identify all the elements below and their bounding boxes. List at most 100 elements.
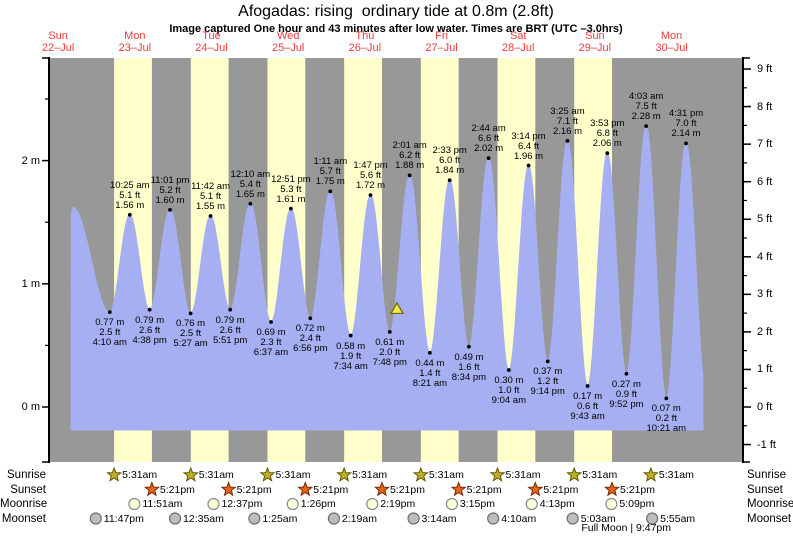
tide-extreme-dot	[624, 371, 629, 376]
tide-label-line: 9:52 pm	[609, 398, 644, 410]
tide-label-line: 6.8 ft	[596, 128, 618, 140]
tide-extreme-dot	[248, 201, 253, 206]
tide-high-label: 2:44 am 6.6 ft 2.02 m	[471, 124, 505, 154]
ft-axis-label: 1 ft	[757, 363, 773, 376]
day-label-line: Thu	[355, 30, 375, 42]
moonset-icon	[487, 512, 500, 525]
almanac-left-label-sunset: Sunset	[10, 483, 46, 496]
day-label-line: Mon	[660, 30, 683, 42]
sunset-icon	[450, 481, 467, 497]
tide-label-line: 1.75 m	[315, 176, 345, 188]
ft-axis-label: 7 ft	[757, 138, 773, 151]
tide-label-line: 0.61 m	[375, 336, 405, 348]
tide-extreme-dot	[565, 138, 570, 143]
tide-label-line: 3:14 pm	[511, 130, 546, 142]
day-label-line: 28–Jul	[502, 42, 535, 54]
day-label-line: Mon	[124, 30, 146, 42]
tide-label-line: 5.1 ft	[199, 191, 222, 203]
tide-high-label: 1:47 pm 5.6 ft 1.72 m	[353, 161, 387, 191]
day-label-line: 29–Jul	[578, 42, 612, 54]
tide-extreme-dot	[168, 207, 172, 212]
tide-low-label: 0.49 m 1.6 ft 8:34 pm	[452, 351, 486, 383]
tide-label-line: 1.0 ft	[498, 385, 520, 397]
day-label-line: Sat	[509, 30, 527, 42]
moonset-time: 12:35am	[183, 512, 224, 525]
tide-label-line: 0.37 m	[533, 366, 563, 378]
moonrise-time: 3:15pm	[459, 498, 495, 510]
tide-low-label: 0.30 m 1.0 ft 9:04 am	[492, 376, 526, 406]
tide-label-line: 2:01 am	[392, 140, 427, 152]
tide-label-line: 0.17 m	[573, 391, 603, 403]
tide-label-line: 6.4 ft	[517, 140, 540, 152]
tide-label-line: 2.28 m	[631, 111, 661, 123]
tide-low-label: 0.79 m 2.6 ft 4:38 pm	[132, 315, 166, 346]
tide-high-label: 3:25 am 7.1 ft 2.16 m	[550, 106, 584, 137]
tide-label-line: 2.0 ft	[379, 346, 401, 358]
tide-label-line: 2:33 pm	[432, 145, 467, 157]
moonrise-time: 12:37pm	[221, 498, 263, 510]
tide-label-line: 11:42 am	[191, 181, 230, 193]
tide-extreme-dot	[427, 350, 432, 355]
tide-label-line: 5:51 pm	[213, 334, 248, 346]
tide-low-label: 0.37 m 1.2 ft 9:14 pm	[531, 367, 565, 397]
tide-label-line: 1.60 m	[155, 194, 185, 206]
tide-label-line: 3:53 pm	[590, 118, 625, 130]
tide-label-line: 1.56 m	[115, 199, 145, 211]
sunrise-time: 5:31am	[582, 469, 618, 481]
almanac-left-label-sunrise: Sunrise	[7, 469, 46, 481]
moonrise-icon	[207, 497, 220, 511]
day-label-line: 25–Jul	[271, 42, 305, 54]
tide-label-line: 1.72 m	[356, 180, 386, 192]
almanac-right-label-sunrise: Sunrise	[747, 469, 786, 481]
tide-low-label: 0.07 m 0.2 ft 10:21 am	[646, 404, 686, 434]
tide-label-line: 2.16 m	[552, 125, 582, 137]
tide-label-line: 0.9 ft	[615, 388, 637, 400]
almanac-left-label-moonrise: Moonrise	[0, 498, 48, 510]
moonset-icon	[248, 512, 261, 525]
current-level-marker-icon	[389, 301, 405, 315]
tide-extreme-dot	[684, 141, 688, 146]
day-label-line: 27–Jul	[425, 42, 458, 54]
tide-label-line: 0.30 m	[494, 375, 524, 387]
day-label: Sun 29–Jul	[579, 30, 611, 54]
moonset-icon	[168, 512, 182, 525]
tide-label-line: 2.06 m	[592, 138, 622, 150]
moonset-icon	[566, 512, 579, 525]
chart-title: Afogadas: rising ordinary tide at 0.8m (…	[238, 3, 554, 20]
sunset-icon	[297, 481, 314, 497]
tide-high-label: 3:53 pm 6.8 ft 2.06 m	[590, 119, 624, 149]
tide-extreme-dot	[585, 384, 590, 388]
tide-label-line: 0.27 m	[611, 378, 641, 390]
sunset-icon	[373, 481, 390, 497]
sunrise-time: 5:31am	[122, 469, 158, 481]
moonrise-time: 1:26pm	[300, 498, 336, 510]
tide-label-line: 2.5 ft	[99, 327, 121, 339]
tide-extreme-dot	[288, 206, 293, 211]
tide-label-line: 6:37 am	[253, 346, 289, 358]
ft-axis-label: -1 ft	[757, 438, 776, 451]
tide-extreme-dot	[147, 307, 152, 312]
ft-axis-label: 2 ft	[757, 325, 773, 338]
tide-extreme-dot	[526, 163, 531, 168]
m-axis-label: 1 m	[21, 277, 40, 290]
tide-label-line: 7:34 am	[333, 360, 368, 372]
tide-high-label: 4:31 pm 7.0 ft 2.14 m	[669, 109, 703, 139]
tide-extreme-dot	[328, 189, 333, 194]
sunrise-icon	[412, 466, 429, 482]
tide-label-line: 0.49 m	[454, 351, 484, 363]
tide-label-line: 6:56 pm	[293, 343, 328, 355]
day-label-line: 26–Jul	[348, 42, 382, 54]
day-label-line: Sun	[585, 30, 605, 42]
tide-label-line: 1.6 ft	[458, 361, 480, 373]
ft-axis-label: 6 ft	[757, 175, 773, 188]
moonset-time: 2:19am	[341, 512, 377, 525]
tide-extreme-dot	[506, 368, 511, 372]
tide-label-line: 6.0 ft	[439, 155, 461, 167]
sunrise-icon	[489, 466, 506, 482]
tide-low-label: 0.27 m 0.9 ft 9:52 pm	[609, 378, 644, 410]
day-label-line: Sun	[48, 30, 68, 42]
tide-label-line: 1.96 m	[514, 150, 544, 162]
sunset-time: 5:21pm	[389, 483, 425, 496]
ft-axis-label: 3 ft	[757, 288, 773, 301]
